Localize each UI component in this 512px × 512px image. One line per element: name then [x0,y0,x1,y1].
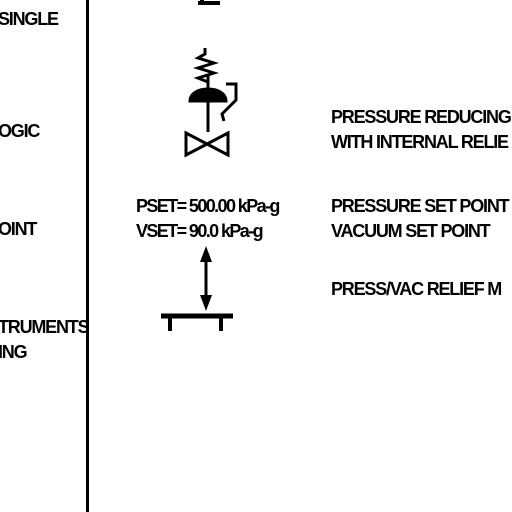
legend-label-single: SINGLE [0,9,59,29]
pressure-reducing-valve-symbol [184,48,238,158]
press-vac-relief-symbol [161,246,233,331]
legend-label-ing: ING [0,342,28,362]
top-symbol-fragment [198,0,220,5]
legend-label-point: OINT [0,219,37,239]
description-vacuum-set-point: VACUUM SET POINT [331,221,491,241]
description-press-vac-relief: PRESS/VAC RELIEF M [331,279,502,299]
legend-label-instruments: TRUMENTS [0,317,90,337]
legend-label-logic: OGIC [0,121,40,141]
description-internal-relief: WITH INTERNAL RELIE [331,132,509,152]
column-divider-line [86,0,89,512]
description-pressure-reducing: PRESSURE REDUCING [331,107,512,127]
description-pressure-set-point: PRESSURE SET POINT [331,196,510,216]
vset-label: VSET= 90.0 kPa-g [136,221,264,241]
pset-label: PSET= 500.00 kPa-g [136,196,280,216]
